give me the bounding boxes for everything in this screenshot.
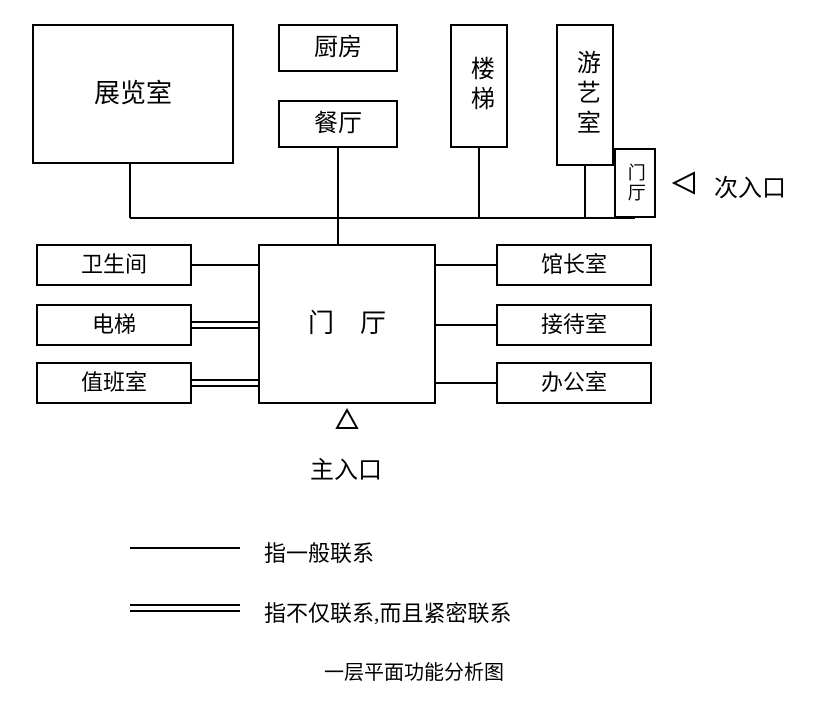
main-entrance-label: 主入口 [310,450,382,485]
node-small-lobby: 门厅 [614,148,656,218]
node-label: 馆长室 [541,252,607,278]
node-label: 厨房 [314,34,362,63]
node-dutyroom: 值班室 [36,362,192,404]
node-dining: 餐厅 [278,100,398,148]
node-label: 门厅 [624,163,646,203]
node-elevator: 电梯 [36,304,192,346]
node-office: 办公室 [496,362,652,404]
secondary-entrance-label: 次入口 [714,168,786,203]
node-exhibition: 展览室 [32,24,234,164]
node-toilet: 卫生间 [36,244,192,286]
node-stairs: 楼梯 [450,24,508,148]
node-label: 楼梯 [465,56,494,116]
node-label: 电梯 [92,312,136,338]
legend-single-text: 指一般联系 [264,536,374,568]
node-label: 展览室 [94,78,172,109]
node-label: 办公室 [541,370,607,396]
node-label: 值班室 [81,370,147,396]
node-lobby: 门 厅 [258,244,436,404]
node-label: 接待室 [541,312,607,338]
node-reception: 接待室 [496,304,652,346]
node-director: 馆长室 [496,244,652,286]
node-label: 卫生间 [81,252,147,278]
node-label: 游艺室 [571,50,600,140]
node-recreation: 游艺室 [556,24,614,166]
legend-double-text: 指不仅联系,而且紧密联系 [264,596,512,628]
node-label: 餐厅 [314,110,362,139]
node-kitchen: 厨房 [278,24,398,72]
node-label: 门 厅 [308,308,386,339]
diagram-caption: 一层平面功能分析图 [0,656,828,685]
